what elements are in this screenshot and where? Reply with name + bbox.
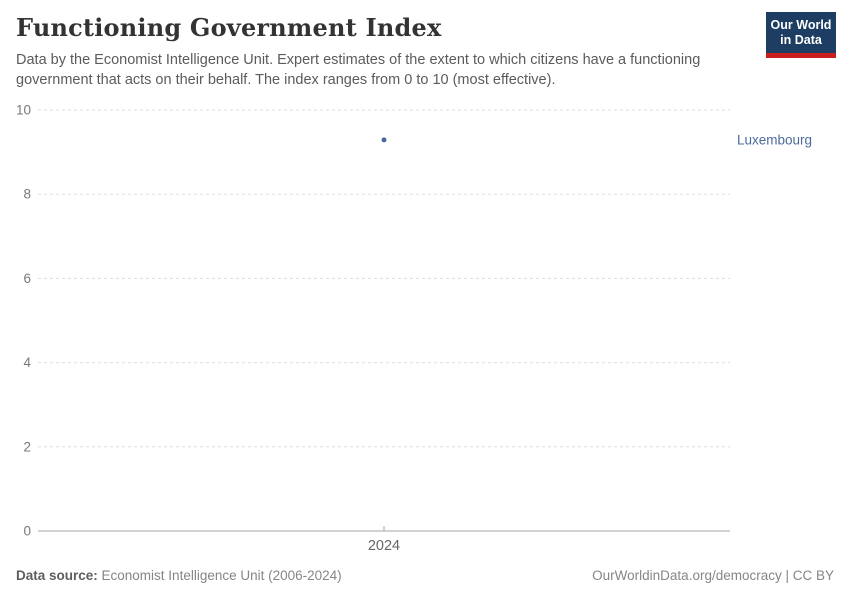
owid-logo-line1: Our World [770, 17, 832, 32]
y-tick-label: 6 [23, 271, 31, 286]
chart-header: Functioning Government Index Data by the… [16, 13, 834, 90]
data-point[interactable] [381, 137, 387, 143]
data-source-note: Data source: Economist Intelligence Unit… [16, 568, 342, 583]
attribution-link[interactable]: OurWorldinData.org/democracy | CC BY [592, 568, 834, 583]
owid-logo-line2: in Data [780, 32, 822, 47]
y-tick-label: 2 [23, 439, 31, 454]
x-tick-label: 2024 [368, 538, 400, 554]
y-tick-label: 8 [23, 187, 31, 202]
chart-subtitle: Data by the Economist Intelligence Unit.… [16, 52, 701, 88]
chart-footer: Data source: Economist Intelligence Unit… [16, 568, 834, 583]
owid-logo[interactable]: Our World in Data [766, 12, 836, 58]
page-title: Functioning Government Index [16, 13, 442, 42]
y-tick-label: 0 [23, 524, 31, 539]
y-tick-label: 4 [23, 355, 31, 370]
data-source-label: Data source: [16, 568, 98, 583]
entity-label[interactable]: Luxembourg [737, 132, 812, 147]
y-tick-label: 10 [16, 103, 31, 118]
owid-logo-accent-bar [766, 53, 836, 58]
data-source-text: Economist Intelligence Unit (2006-2024) [97, 568, 342, 583]
owid-logo-box: Our World in Data [766, 12, 836, 53]
